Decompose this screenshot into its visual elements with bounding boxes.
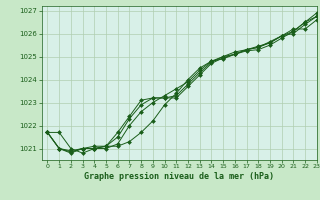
X-axis label: Graphe pression niveau de la mer (hPa): Graphe pression niveau de la mer (hPa) bbox=[84, 172, 274, 181]
